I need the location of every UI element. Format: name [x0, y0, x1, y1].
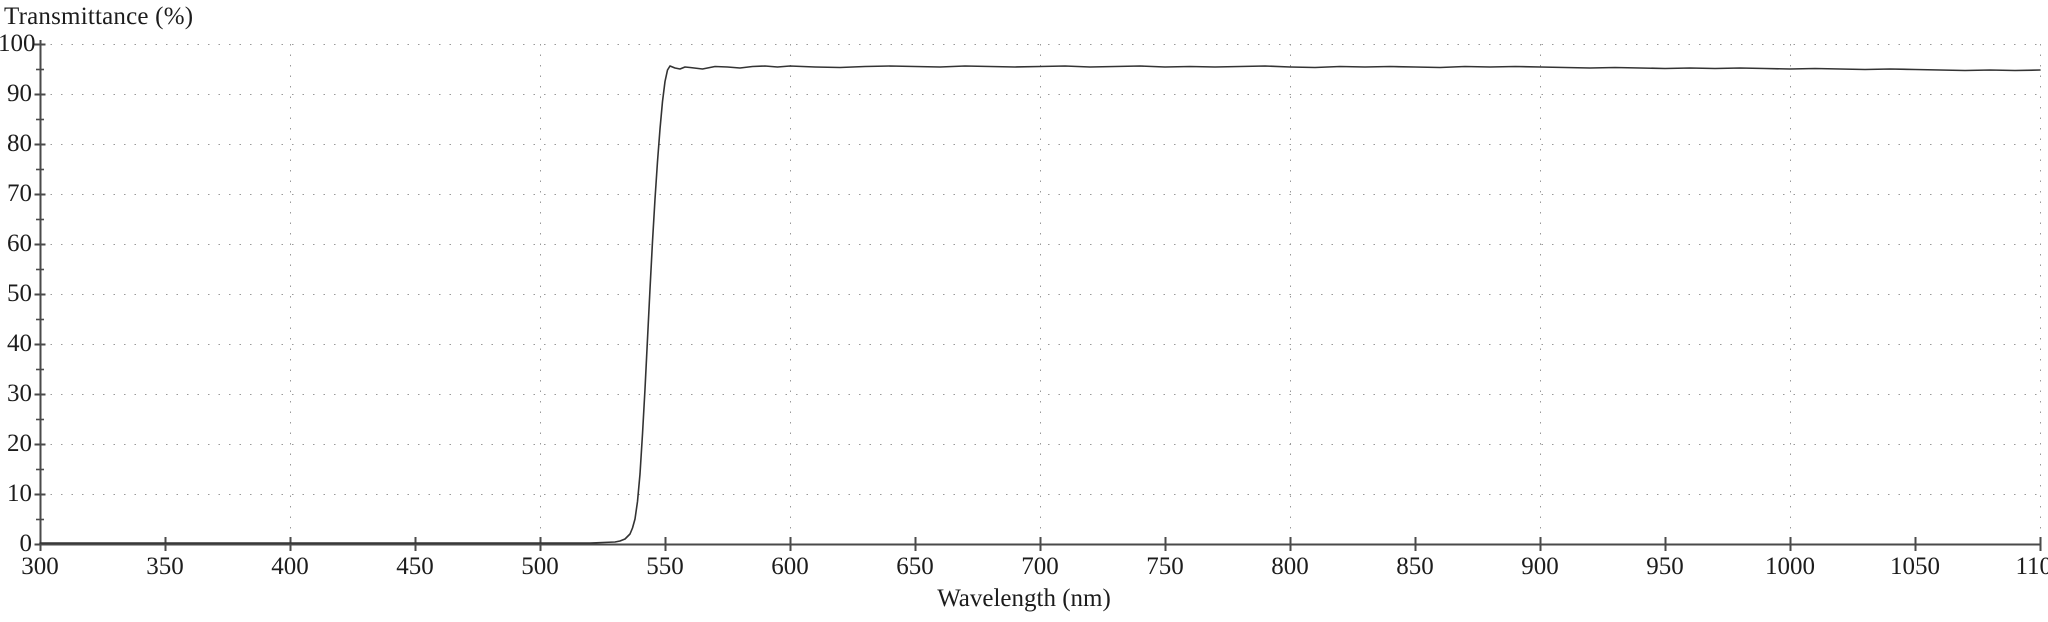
x-tick-label: 550 — [646, 553, 684, 580]
y-tick-label: 50 — [7, 280, 32, 307]
x-tick-label: 450 — [396, 553, 434, 580]
y-tick-label: 100 — [0, 30, 36, 57]
x-tick-label: 500 — [521, 553, 559, 580]
x-tick-label: 1000 — [1765, 553, 1815, 580]
x-tick-label: 1050 — [1890, 553, 1940, 580]
x-tick-label: 800 — [1271, 553, 1309, 580]
y-tick-label: 60 — [7, 230, 32, 257]
x-tick-label: 850 — [1396, 553, 1434, 580]
y-tick-label: 10 — [7, 480, 32, 507]
y-axis-title: Transmittance (%) — [4, 3, 194, 30]
x-tick-label: 350 — [146, 553, 184, 580]
y-tick-label: 30 — [7, 380, 32, 407]
axis-lines — [39, 40, 2040, 546]
y-tick-label: 80 — [7, 130, 32, 157]
x-tick-label: 900 — [1521, 553, 1559, 580]
y-tick-label: 90 — [7, 80, 32, 107]
y-tick-label: 0 — [19, 530, 33, 557]
data-series-line — [39, 65, 2041, 544]
x-tick-label: 1100 — [2015, 553, 2048, 580]
gridlines — [40, 44, 2041, 545]
data-series-group — [39, 65, 2041, 544]
x-axis-title: Wavelength (nm) — [937, 585, 1111, 612]
y-tick-label: 40 — [7, 330, 32, 357]
x-tick-label: 700 — [1021, 553, 1059, 580]
x-tick-label: 750 — [1146, 553, 1184, 580]
x-tick-label: 300 — [21, 553, 59, 580]
y-tick-label: 70 — [7, 180, 32, 207]
y-tick-label: 20 — [7, 430, 32, 457]
x-tick-label: 400 — [271, 553, 309, 580]
axis-ticks — [34, 43, 2042, 551]
x-tick-label: 950 — [1646, 553, 1684, 580]
x-tick-label: 650 — [896, 553, 934, 580]
x-tick-label: 600 — [771, 553, 809, 580]
